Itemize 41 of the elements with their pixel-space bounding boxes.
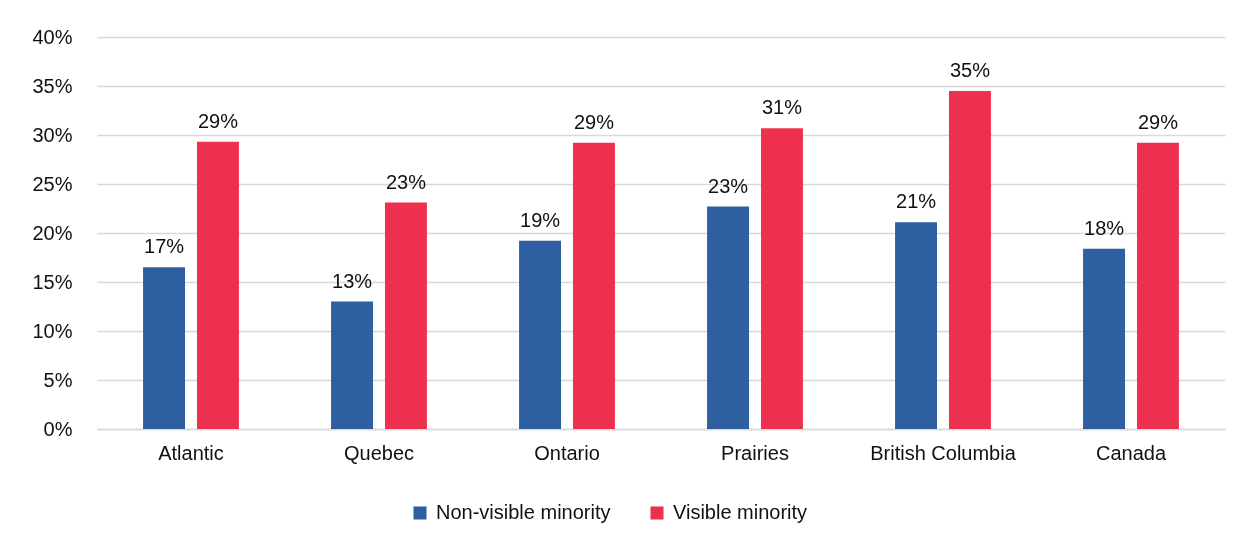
- data-label: 18%: [1084, 216, 1125, 239]
- data-label: 29%: [1137, 110, 1179, 133]
- bar: [948, 90, 991, 429]
- y-tick-label: 35%: [32, 74, 73, 97]
- data-label: 21%: [896, 190, 937, 213]
- bar: [384, 202, 427, 429]
- bar: [1136, 142, 1179, 429]
- bar: [707, 206, 750, 429]
- y-tick-label: 20%: [32, 221, 73, 244]
- y-tick-label: 25%: [32, 172, 73, 195]
- y-tick-label: 30%: [32, 123, 73, 146]
- data-label: 23%: [385, 170, 427, 193]
- legend-label: Visible minority: [673, 501, 808, 523]
- data-label: 19%: [520, 208, 561, 231]
- y-tick-label: 40%: [32, 25, 73, 48]
- bar: [143, 267, 186, 429]
- x-tick-label: Canada: [1095, 441, 1167, 464]
- bar: [572, 142, 615, 429]
- bar: [519, 240, 562, 429]
- legend-label: Non-visible minority: [436, 501, 611, 523]
- y-tick-label: 5%: [43, 368, 73, 391]
- y-tick-label: 15%: [32, 270, 73, 293]
- data-label: 29%: [197, 109, 239, 132]
- x-tick-label: Quebec: [343, 441, 415, 464]
- data-label: 29%: [573, 110, 615, 133]
- data-label: 31%: [761, 96, 803, 119]
- data-label: 13%: [332, 269, 373, 292]
- bar: [331, 301, 374, 429]
- x-tick-label: Prairies: [721, 441, 789, 464]
- x-tick-label: Ontario: [534, 441, 600, 464]
- x-tick-label: British Columbia: [870, 441, 1017, 464]
- bar: [1083, 248, 1126, 429]
- y-tick-label: 0%: [43, 417, 73, 440]
- y-tick-label: 10%: [32, 319, 73, 342]
- data-label: 35%: [949, 58, 991, 81]
- bar: [895, 222, 938, 429]
- data-label: 23%: [708, 174, 749, 197]
- bar: [196, 141, 239, 429]
- data-label: 17%: [144, 235, 185, 258]
- x-tick-label: Atlantic: [158, 441, 224, 464]
- bar: [760, 128, 803, 429]
